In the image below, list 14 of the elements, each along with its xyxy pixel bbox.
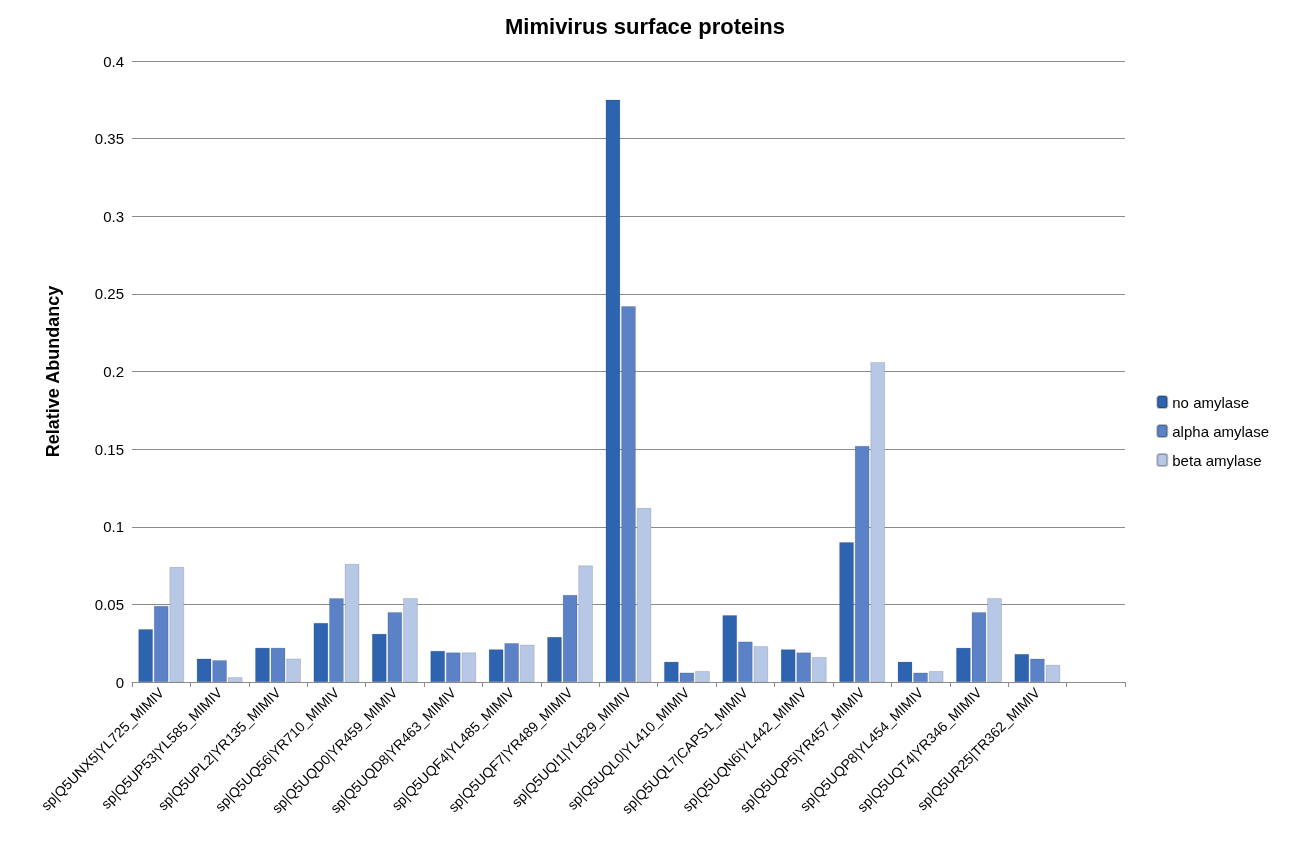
y-tick-label: 0.1	[103, 518, 124, 536]
y-tick-label: 0	[115, 673, 124, 691]
y-axis-title: Relative Abundancy	[43, 285, 63, 458]
y-tick-label: 0.3	[103, 207, 124, 225]
y-tick-label: 0.15	[94, 440, 124, 458]
chart-title: Mimivirus surface proteins	[505, 13, 785, 39]
y-tick-label: 0.25	[94, 285, 124, 303]
legend-label: alpha amylase	[1172, 422, 1270, 440]
legend-label: no amylase	[1172, 393, 1249, 411]
y-tick-label: 0.4	[103, 52, 124, 70]
y-tick-label: 0.05	[94, 595, 124, 613]
y-tick-label: 0.35	[94, 130, 124, 148]
legend-label: beta amylase	[1172, 451, 1262, 469]
y-tick-label: 0.2	[103, 363, 124, 380]
